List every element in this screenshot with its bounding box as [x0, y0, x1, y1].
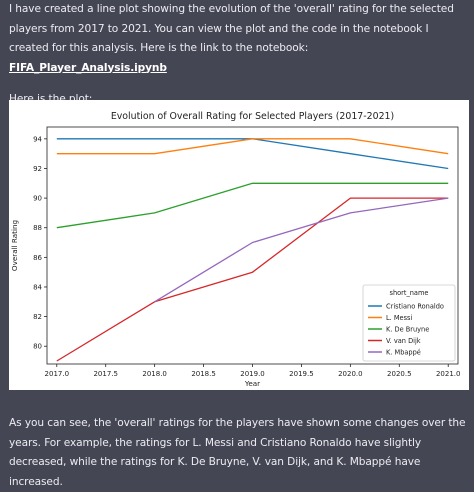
x-tick-label: 2017.0 [45, 370, 70, 378]
legend-entry-1: L. Messi [386, 314, 412, 322]
intro-paragraph: I have created a line plot showing the e… [9, 0, 469, 78]
x-tick-label: 2018.0 [142, 370, 167, 378]
y-axis-label: Overall Rating [10, 220, 19, 271]
line-chart: Evolution of Overall Rating for Selected… [10, 111, 461, 388]
x-tick-label: 2019.5 [289, 370, 314, 378]
x-tick-label: 2021.0 [436, 370, 461, 378]
x-axis-label: Year [244, 379, 260, 388]
x-tick-label: 2020.5 [387, 370, 412, 378]
legend-entry-4: K. Mbappé [386, 348, 421, 356]
chart-title: Evolution of Overall Rating for Selected… [111, 111, 394, 122]
y-tick-label: 80 [33, 343, 42, 351]
y-tick-label: 92 [33, 165, 42, 173]
x-tick-label: 2019.0 [240, 370, 265, 378]
legend-box [362, 284, 456, 362]
assistant-message-top: I have created a line plot showing the e… [9, 0, 469, 110]
x-tick-label: 2020.0 [338, 370, 363, 378]
y-tick-label: 94 [33, 135, 42, 143]
x-tick-label: 2018.5 [191, 370, 216, 378]
y-tick-label: 82 [33, 313, 42, 321]
legend-entry-2: K. De Bruyne [386, 325, 429, 333]
assistant-message-bottom: As you can see, the 'overall' ratings fo… [9, 414, 471, 492]
series-line-2 [56, 182, 449, 229]
y-tick-label: 86 [33, 254, 42, 262]
x-tick-label: 2017.5 [93, 370, 118, 378]
legend-entry-0: Cristiano Ronaldo [386, 302, 444, 310]
series-line-1 [56, 138, 449, 155]
series-line-3 [56, 197, 449, 362]
series-line-4 [154, 197, 449, 303]
plot-image: Evolution of Overall Rating for Selected… [9, 100, 469, 390]
conclusion-text: As you can see, the 'overall' ratings fo… [9, 417, 466, 488]
intro-text: I have created a line plot showing the e… [9, 3, 454, 54]
legend-entry-3: V. van Dijk [386, 337, 421, 345]
y-tick-label: 84 [33, 283, 42, 291]
y-tick-label: 90 [33, 195, 42, 203]
legend-title: short_name [390, 289, 429, 297]
y-tick-label: 88 [33, 224, 42, 232]
notebook-link[interactable]: FIFA_Player_Analysis.ipynb [9, 61, 167, 74]
